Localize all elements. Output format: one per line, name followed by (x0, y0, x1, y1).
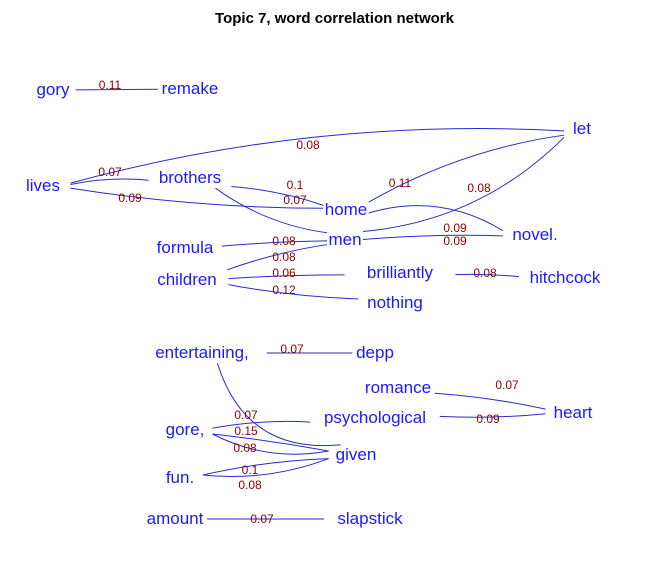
edge-weight-label: 0.08 (272, 250, 295, 264)
edge-weight-label: 0.1 (287, 178, 304, 192)
edge (70, 129, 564, 184)
node-children: children (157, 270, 217, 290)
node-formula: formula (157, 238, 214, 258)
network-diagram: Topic 7, word correlation network 0.110.… (0, 0, 669, 579)
edge (435, 393, 546, 409)
edge (203, 459, 329, 475)
edge (369, 206, 503, 231)
node-amount: amount (147, 509, 204, 529)
node-lives: lives (26, 176, 60, 196)
edge-weight-label: 0.12 (272, 283, 295, 297)
node-given: given (336, 445, 377, 465)
edge-weight-label: 0.09 (443, 234, 466, 248)
edge-weight-label: 0.15 (234, 424, 257, 438)
edge-weight-label: 0.09 (443, 221, 466, 235)
edge-weight-label: 0.11 (389, 176, 411, 190)
node-psychological: psychological (324, 408, 426, 428)
edge-weight-label: 0.07 (234, 408, 257, 422)
node-fun: fun. (166, 468, 194, 488)
node-heart: heart (554, 403, 593, 423)
edge-weight-label: 0.07 (280, 342, 303, 356)
edge (216, 188, 327, 233)
edge-weight-label: 0.08 (233, 441, 256, 455)
node-hitchcock: hitchcock (530, 268, 601, 288)
edge-weight-label: 0.06 (272, 266, 295, 280)
edge-weight-label: 0.09 (118, 191, 141, 205)
edge (231, 186, 323, 205)
edge-weight-label: 0.08 (296, 138, 319, 152)
node-slapstick: slapstick (337, 509, 402, 529)
edge-weight-label: 0.07 (98, 165, 121, 179)
node-romance: romance (365, 378, 431, 398)
edge (363, 235, 503, 239)
edge-weight-label: 0.09 (476, 412, 499, 426)
edge-weight-label: 0.07 (283, 193, 306, 207)
edge (212, 421, 310, 428)
edge (212, 434, 328, 451)
edge-weight-label: 0.08 (272, 234, 295, 248)
node-brothers: brothers (159, 168, 221, 188)
edge-weight-label: 0.08 (473, 266, 496, 280)
edge-weight-label: 0.07 (495, 378, 518, 392)
node-let: let (573, 119, 591, 139)
node-depp: depp (356, 343, 394, 363)
node-men: men (328, 230, 361, 250)
edge-weight-label: 0.07 (250, 512, 273, 526)
edge-weight-label: 0.1 (242, 463, 259, 477)
node-remake: remake (162, 79, 219, 99)
node-entertaining: entertaining, (155, 343, 249, 363)
node-gory: gory (36, 80, 69, 100)
node-novel: novel. (512, 225, 557, 245)
node-gore: gore, (166, 420, 205, 440)
edge (212, 434, 328, 454)
edge-weight-label: 0.08 (238, 478, 261, 492)
edge-weight-label: 0.08 (467, 181, 490, 195)
node-nothing: nothing (367, 293, 423, 313)
node-brilliantly: brilliantly (367, 263, 433, 283)
edge (203, 459, 329, 477)
node-home: home (325, 200, 368, 220)
edge-weight-label: 0.11 (99, 78, 121, 92)
